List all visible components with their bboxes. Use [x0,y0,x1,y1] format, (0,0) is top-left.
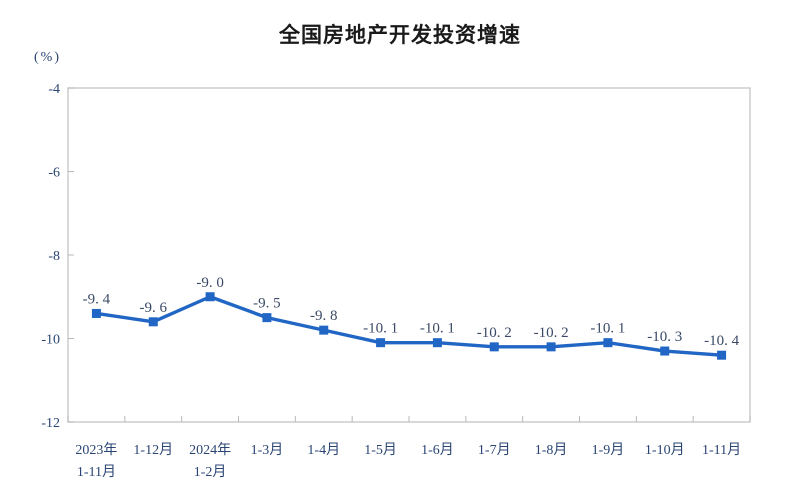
data-point-marker [489,342,499,352]
x-axis-label: 2023年 [75,442,117,458]
data-point-marker [603,338,613,348]
y-axis-tick-label: -4 [48,82,60,97]
data-point-marker [205,292,215,302]
data-point-marker [717,350,727,360]
data-point-label: -9. 4 [83,291,111,307]
x-axis-label-line2: 1-2月 [194,464,227,480]
x-axis-label: 1-4月 [307,442,340,458]
y-axis-tick-label: -6 [48,166,60,181]
series-line [94,295,724,357]
data-point-label: -9. 0 [196,275,224,291]
x-axis-label: 1-12月 [133,442,173,458]
x-axis-label-line2: 1-11月 [77,464,116,480]
data-point-label: -10. 2 [477,325,512,341]
data-point-label: -9. 6 [140,300,168,316]
data-point-marker [432,338,442,348]
data-point-label: -9. 8 [310,308,338,324]
x-axis-label: 1-3月 [251,442,284,458]
chart-title: 全国房地产开发投资增速 [279,24,521,47]
x-axis-label: 1-11月 [702,442,741,458]
data-point-label: -9. 5 [253,296,281,312]
data-point-marker [148,317,158,327]
x-axis-label: 1-7月 [478,442,511,458]
x-axis-label: 1-10月 [645,442,685,458]
x-axis-label: 1-5月 [364,442,397,458]
data-point-marker [660,346,670,356]
data-point-marker [546,342,556,352]
x-axis-label: 1-6月 [421,442,454,458]
y-axis-tick-label: -10 [41,333,60,348]
data-point-marker [91,308,101,318]
x-axis-label: 1-9月 [592,442,625,458]
y-axis-tick-label: -8 [48,249,60,264]
x-axis-label: 2024年 [189,442,231,458]
data-point-label: -10. 4 [704,333,739,349]
data-point-marker [262,313,272,323]
data-point-label: -10. 1 [363,321,398,337]
x-axis-label: 1-8月 [535,442,568,458]
data-point-label: -10. 1 [420,321,455,337]
data-point-label: -10. 2 [534,325,569,341]
y-axis-unit-label: (%) [34,50,61,65]
plot-border [67,87,751,423]
data-point-label: -10. 3 [647,329,682,345]
y-axis-tick-label: -12 [41,416,60,431]
data-point-marker [319,325,329,335]
data-point-label: -10. 1 [590,321,625,337]
data-point-marker [376,338,386,348]
